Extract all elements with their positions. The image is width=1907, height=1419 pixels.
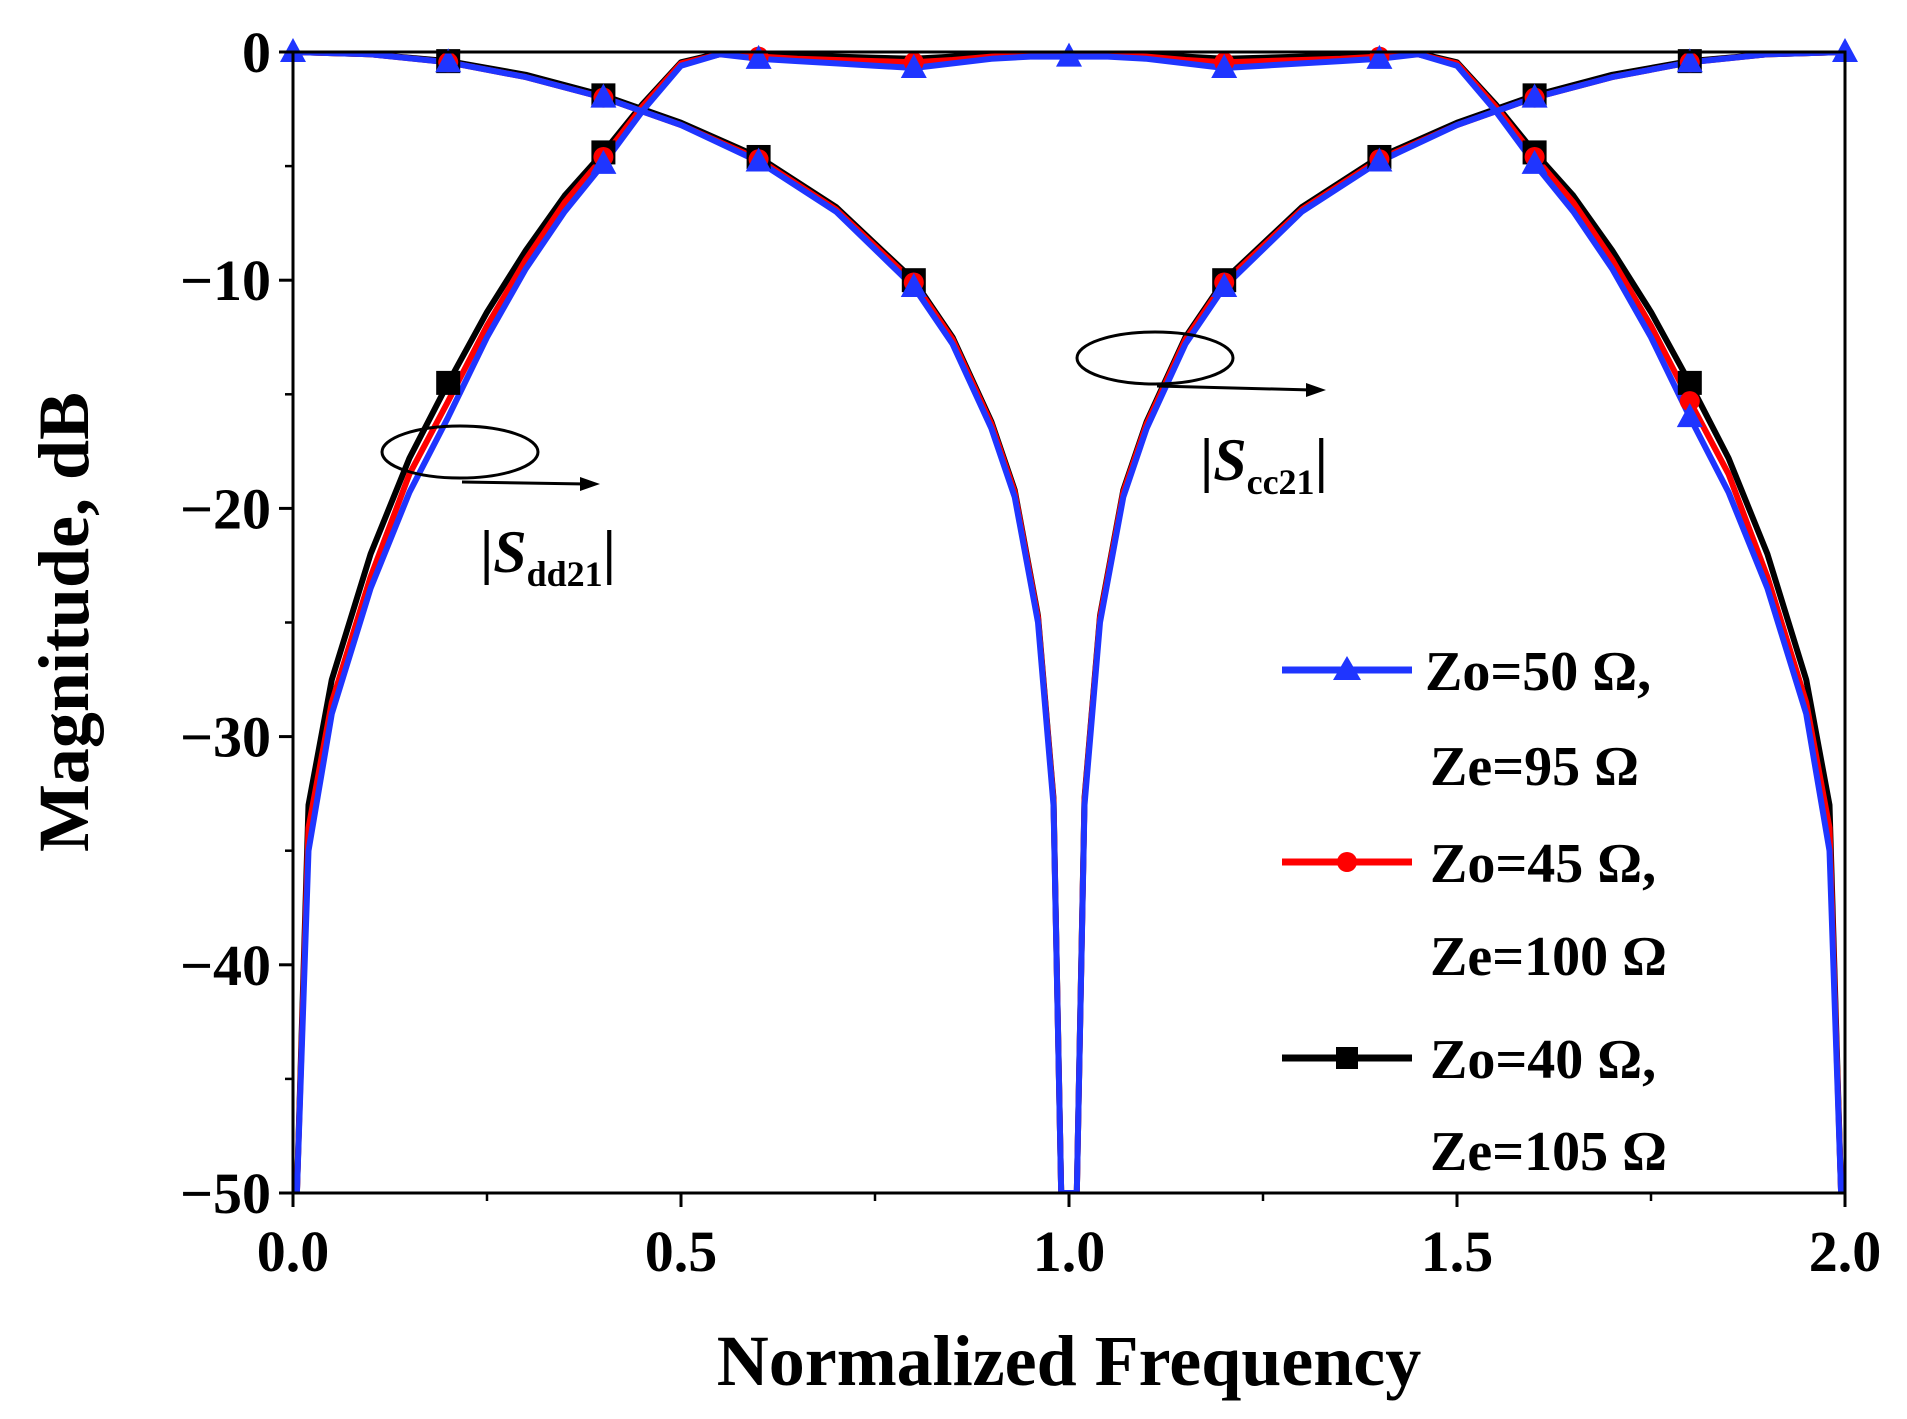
data-point-triangle [1056,42,1082,67]
y-tick-label: −40 [180,933,271,998]
annotation-arrow-sdd21 [461,480,587,486]
data-point-triangle [1521,149,1548,174]
data-point-square [1677,370,1702,395]
legend: Zo=50 Ω, Ze=95 Ω Zo=45 Ω, Ze=100 Ω Zo=40… [1282,641,1667,1183]
plot-frame [291,50,1847,1195]
annotation-arrowhead-sdd21 [580,477,600,491]
y-tick-label: −20 [180,476,271,541]
legend-entry-zo50: Zo=50 Ω, Ze=95 Ω [1282,641,1651,798]
y-tick-label: −30 [180,705,271,770]
legend-label-zo40-line1: Zo=40 Ω, [1430,1029,1656,1091]
series-line-scc21-0 [293,52,1845,1193]
annotation-label-scc21: |Scc21| [1200,427,1328,502]
annotation-arrow-scc21 [1156,384,1313,392]
legend-entry-zo45: Zo=45 Ω, Ze=100 Ω [1282,833,1667,988]
legend-label-zo45-line1: Zo=45 Ω, [1430,833,1656,895]
legend-label-zo45-line2: Ze=100 Ω [1430,926,1667,988]
x-tick-label: 1.5 [1421,1219,1494,1284]
series-line-sdd21-0 [293,52,1845,1193]
data-point-triangle [745,147,772,172]
series-line-sdd21-2 [293,52,1845,1193]
data-point-triangle [1211,273,1238,298]
legend-label-zo40-line2: Ze=105 Ω [1430,1121,1667,1183]
annotation-ellipse-sdd21 [380,424,540,480]
x-tick-label: 0.5 [645,1219,718,1284]
data-point-triangle [590,83,617,108]
data-point-triangle [745,44,772,69]
series-markers [280,38,1858,428]
axes: 0.0 0.5 1.0 1.5 2.0 0 −10 −20 −30 −40 −50 [180,20,1881,1284]
data-point-triangle [1366,44,1393,69]
data-point-triangle [435,48,462,73]
data-point-triangle [1676,48,1703,73]
series-line-scc21-2 [293,52,1845,1193]
annotation-sdd21: |Sdd21| [380,424,616,594]
data-point-triangle [1366,147,1393,172]
data-point-triangle [1832,38,1858,62]
y-tick-label: −50 [180,1161,271,1226]
y-axis-title: Magnitude, dB [24,392,104,852]
data-point-triangle [1211,53,1238,78]
x-tick-label: 0.0 [257,1219,330,1284]
series-curves [293,52,1845,1193]
legend-label-zo50-line1: Zo=50 Ω, [1425,641,1651,703]
data-point-square [436,370,461,395]
series-line-sdd21-1 [293,52,1845,1193]
data-point-triangle [900,53,927,78]
data-point-triangle [1521,83,1548,108]
data-point-triangle [280,38,306,62]
y-tick-label: 0 [242,20,271,85]
legend-circle-marker [1337,852,1357,872]
data-point-triangle [1676,403,1703,428]
x-axis-title: Normalized Frequency [717,1321,1422,1401]
x-tick-label: 2.0 [1809,1219,1882,1284]
data-point-circle [1679,391,1700,412]
annotation-scc21: |Scc21| [1075,330,1328,502]
data-point-triangle [590,149,617,174]
legend-triangle-marker [1333,656,1361,680]
data-point-triangle [900,273,927,298]
annotation-ellipse-scc21 [1075,330,1235,386]
y-tick-label: −10 [180,248,271,313]
legend-entry-zo40: Zo=40 Ω, Ze=105 Ω [1282,1029,1667,1183]
legend-label-zo50-line2: Ze=95 Ω [1430,736,1639,798]
series-line-scc21-1 [293,52,1845,1193]
x-tick-label: 1.0 [1033,1219,1106,1284]
legend-square-marker [1336,1047,1358,1069]
annotation-arrowhead-scc21 [1306,383,1326,397]
annotation-label-sdd21: |Sdd21| [480,519,616,594]
